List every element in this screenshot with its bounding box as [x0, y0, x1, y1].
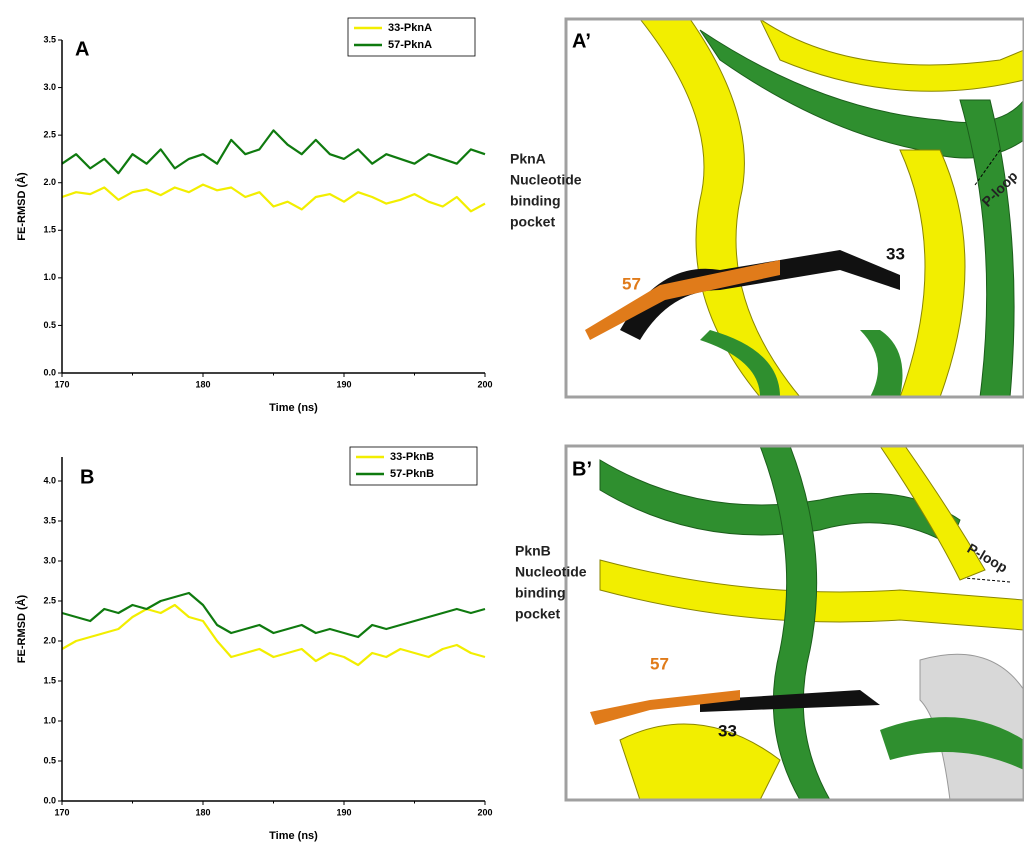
x-tick-label: 180	[195, 807, 210, 817]
data-line	[62, 605, 485, 665]
pocket-label: PknB	[515, 543, 551, 559]
y-tick-label: 3.5	[43, 515, 56, 525]
y-tick-label: 2.5	[43, 130, 56, 140]
y-tick-label: 0.5	[43, 320, 56, 330]
pocket-label: binding	[510, 193, 561, 209]
x-tick-label: 190	[336, 379, 351, 389]
y-tick-label: 0.5	[43, 755, 56, 765]
y-axis-label: FE-RMSD (Å)	[15, 594, 28, 663]
data-line	[62, 593, 485, 637]
ligand-label: 57	[622, 274, 641, 293]
structure-image-b	[566, 446, 1024, 800]
x-axis-label: Time (ns)	[269, 402, 318, 414]
y-tick-label: 2.0	[43, 635, 56, 645]
pocket-label: binding	[515, 585, 566, 601]
x-tick-label: 200	[477, 807, 492, 817]
pocket-label: pocket	[515, 606, 560, 622]
y-tick-label: 1.5	[43, 675, 56, 685]
y-tick-label: 0.0	[43, 367, 56, 377]
y-tick-label: 0.0	[43, 795, 56, 805]
y-tick-label: 4.0	[43, 475, 56, 485]
y-axis-label: FE-RMSD (Å)	[15, 172, 28, 241]
data-line	[62, 185, 485, 212]
panel-letter: B	[80, 466, 94, 488]
x-axis-label: Time (ns)	[269, 830, 318, 842]
y-tick-label: 1.5	[43, 225, 56, 235]
data-line	[62, 130, 485, 173]
x-tick-label: 200	[477, 379, 492, 389]
legend-label: 33-PknA	[388, 22, 432, 34]
ligand-label: 57	[650, 654, 669, 673]
pocket-label: PknA	[510, 151, 546, 167]
legend-label: 57-PknA	[388, 39, 432, 51]
legend-label: 33-PknB	[390, 451, 434, 463]
x-tick-label: 190	[336, 807, 351, 817]
x-tick-label: 180	[195, 379, 210, 389]
ligand-label: 33	[718, 721, 737, 740]
pocket-label: Nucleotide	[510, 172, 582, 188]
y-tick-label: 1.0	[43, 272, 56, 282]
ligand-label: 33	[886, 244, 905, 263]
pocket-label: Nucleotide	[515, 564, 587, 580]
pocket-label: pocket	[510, 214, 555, 230]
y-tick-label: 3.0	[43, 555, 56, 565]
panel-letter: B’	[572, 458, 592, 480]
y-tick-label: 1.0	[43, 715, 56, 725]
y-tick-label: 2.0	[43, 177, 56, 187]
y-tick-label: 3.5	[43, 34, 56, 44]
structure-image-a	[566, 19, 1024, 397]
panel-letter: A	[75, 38, 89, 60]
y-tick-label: 2.5	[43, 595, 56, 605]
x-tick-label: 170	[54, 807, 69, 817]
legend-label: 57-PknB	[390, 468, 434, 480]
y-tick-label: 3.0	[43, 82, 56, 92]
figure: 0.0 0.5 1.0 1.5 2.0 2.5 3.0 3.5 170 180 190 200 Time…	[0, 0, 1024, 848]
x-tick-label: 170	[54, 379, 69, 389]
panel-letter: A’	[572, 30, 591, 52]
